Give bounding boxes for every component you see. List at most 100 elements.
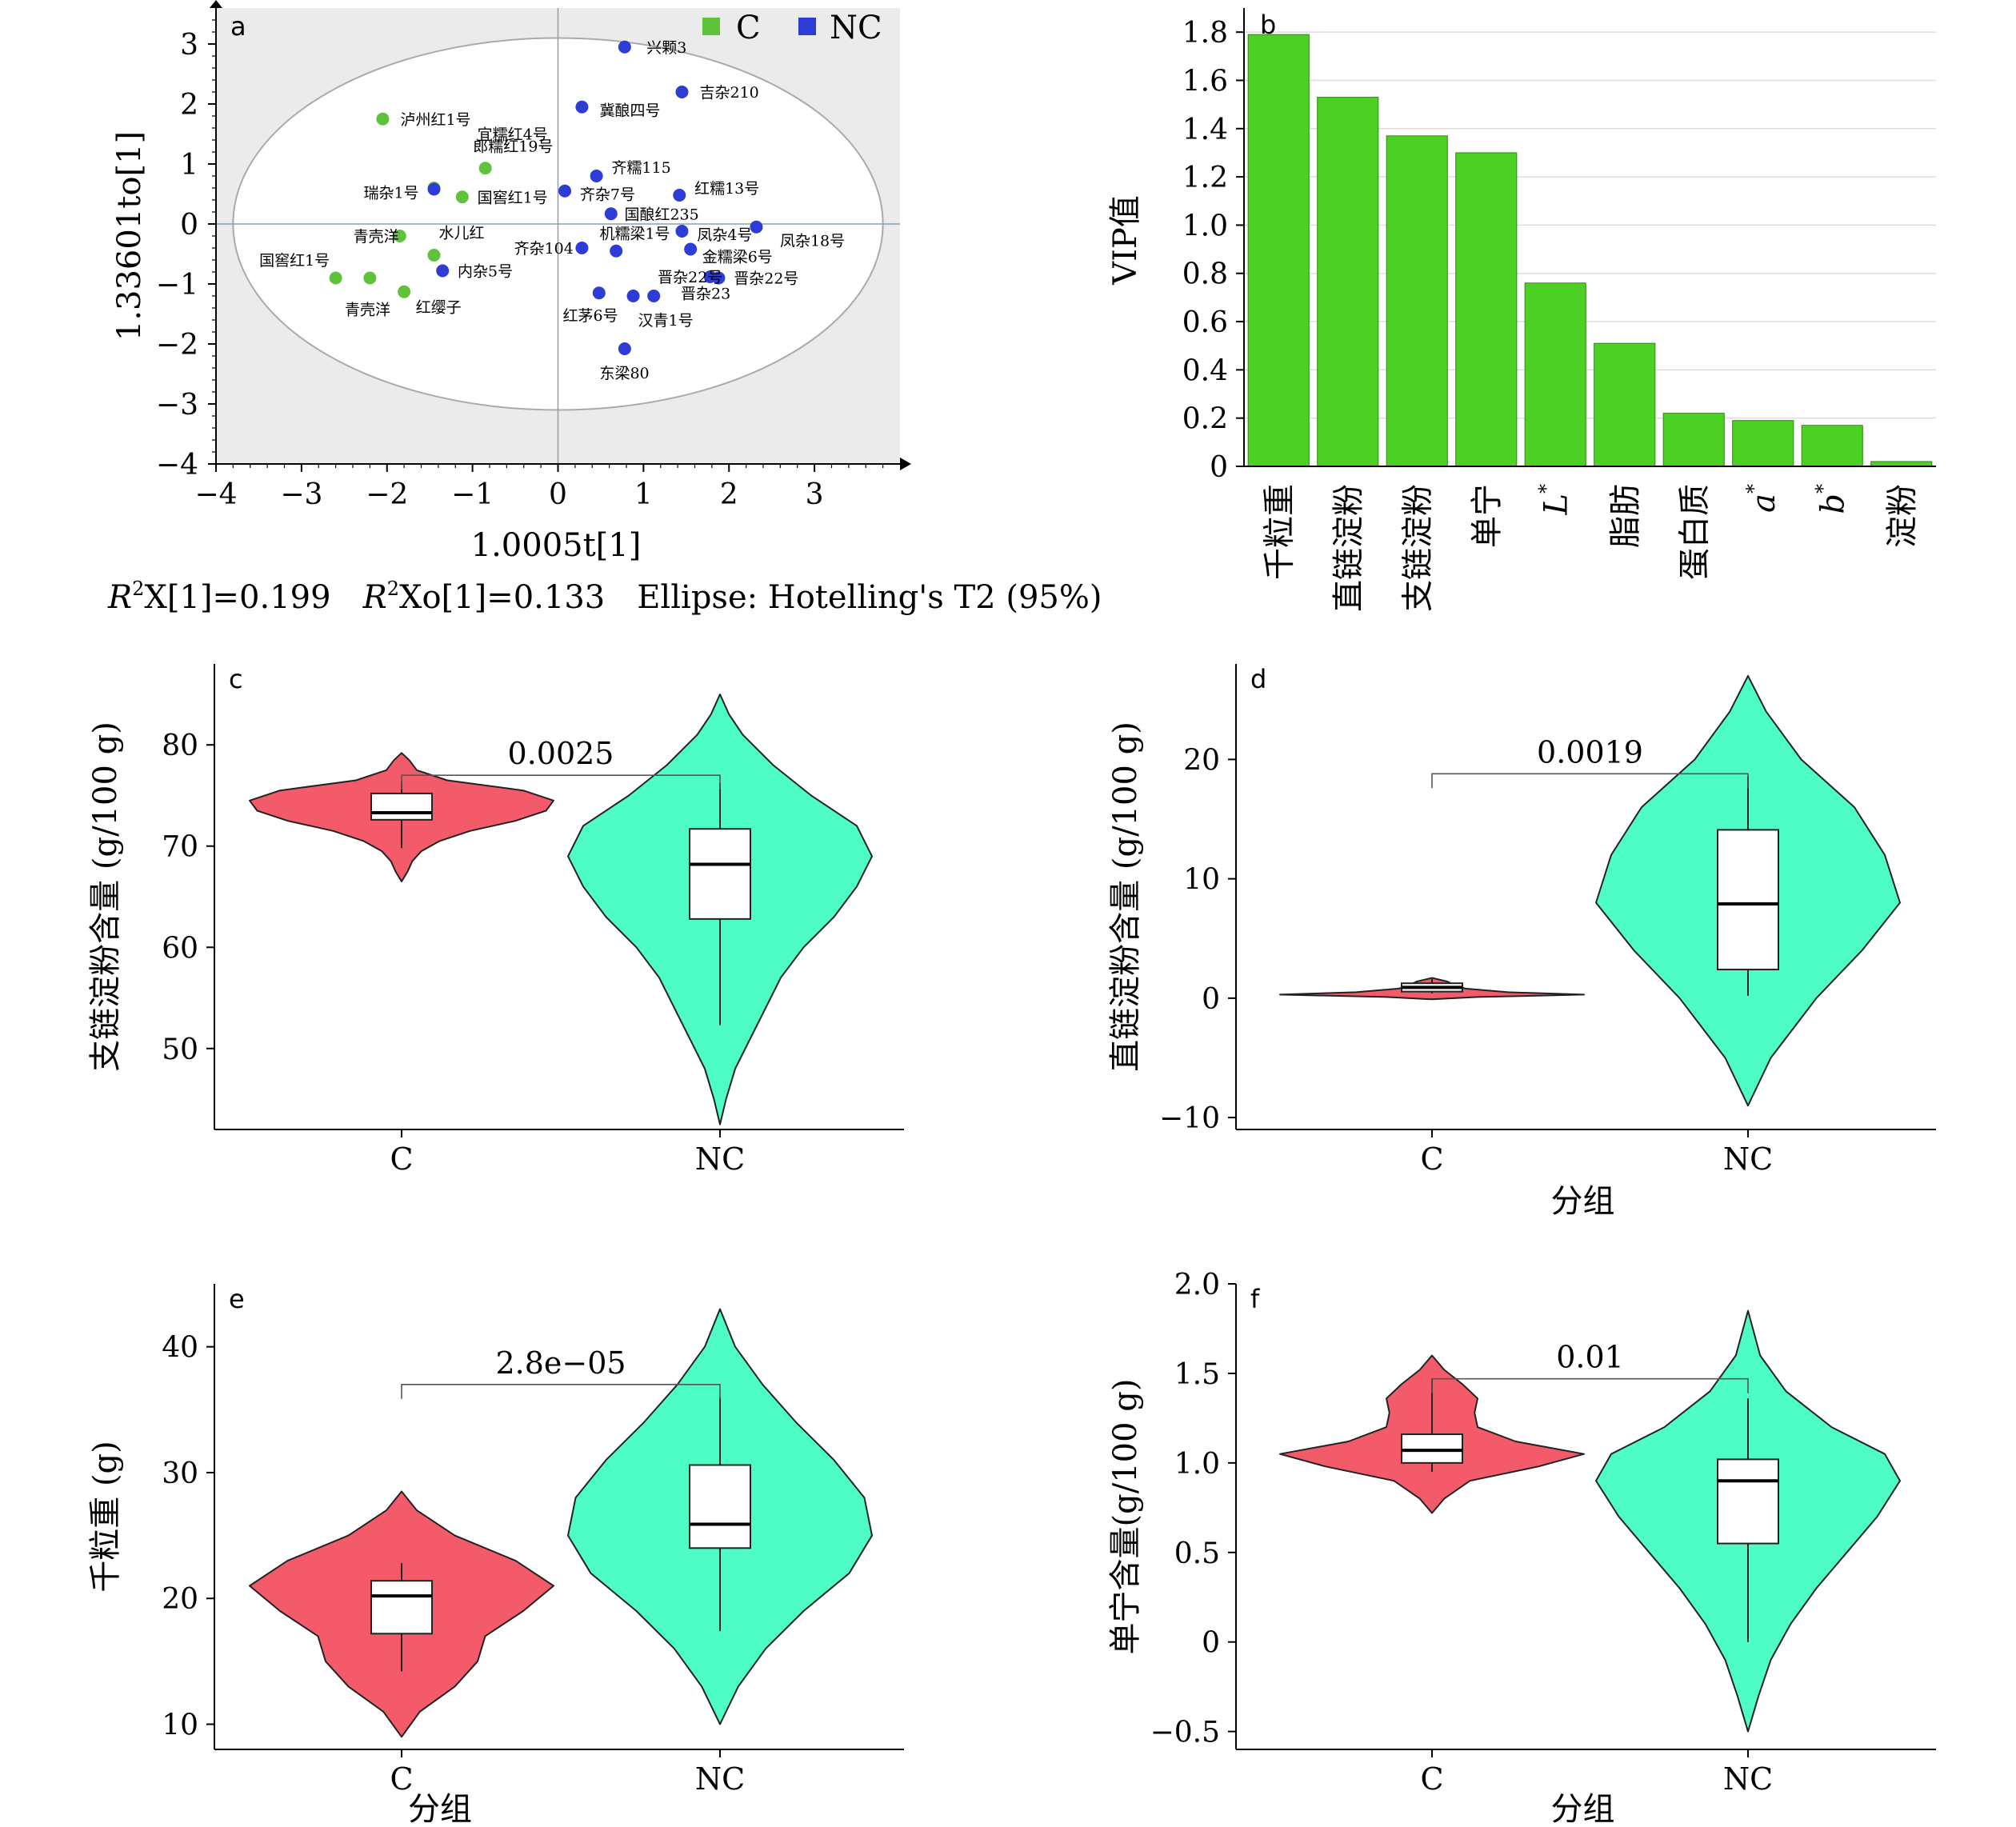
x-tick-label: C [1420, 1761, 1443, 1797]
x-tick-label: 0 [549, 478, 567, 511]
scatter-point-nc [618, 40, 631, 54]
significance-bracket [1431, 1377, 1749, 1393]
y-tick-label: 70 [162, 831, 198, 864]
y-tick-label: 3 [180, 29, 198, 62]
point-label: 内杂5号 [458, 263, 513, 281]
panel-e-violin: 10 20 30 40 C NC 2.8e−05 e 千粒重 (g) 分组 [87, 1284, 904, 1827]
y-tick-label: 1.0 [1182, 210, 1228, 242]
x-tick-label: 2 [720, 478, 738, 511]
y-axis-label: 千粒重 (g) [87, 1441, 124, 1593]
scatter-point-nc [712, 271, 726, 285]
scatter-point-nc [626, 290, 640, 302]
bar [1524, 282, 1586, 467]
legend-swatch-nc [798, 18, 816, 35]
significance-bracket [1431, 773, 1749, 789]
scatter-point-c [329, 271, 342, 285]
y-axis-arrow [210, 0, 222, 8]
bar [1386, 135, 1448, 467]
y-tick-label: 0.6 [1182, 306, 1228, 339]
scatter-point-nc [558, 184, 572, 198]
point-label: 金糯梁6号 [702, 249, 773, 266]
point-label: 国酿红235 [624, 206, 698, 223]
y-tick-label: 40 [162, 1332, 198, 1365]
scatter-point-nc [675, 86, 689, 98]
x-tick-label: b* [1811, 484, 1851, 514]
y-tick-label: 0 [1210, 451, 1228, 484]
p-value-label: 0.01 [1556, 1340, 1624, 1375]
y-tick-label: 0.5 [1174, 1537, 1220, 1570]
scatter-point-c [455, 190, 469, 204]
panel-label: a [230, 11, 246, 42]
bar [1801, 425, 1863, 467]
x-tick-label: 千粒重 [1261, 484, 1298, 580]
y-tick-label: 1.0 [1174, 1448, 1220, 1481]
y-tick-label: 1.6 [1182, 65, 1228, 98]
scatter-point-c [427, 249, 441, 262]
point-label: 齐杂104 [514, 240, 574, 258]
point-label: 郎糯红19号 [473, 138, 553, 156]
scatter-point-nc [604, 207, 618, 221]
panel-d-violin: −10 0 10 20 C NC 0.0019 d 直链淀粉含量 (g/100 g) 分组 [1107, 664, 1936, 1220]
point-label: 兴颗3 [646, 39, 686, 57]
y-tick-label: 10 [162, 1709, 198, 1742]
y-tick-label: 2 [180, 89, 198, 122]
x-tick-label: 单宁 [1469, 484, 1506, 548]
y-tick-label: 1.8 [1182, 17, 1228, 50]
caption-r2x: X[1]=0.199 [144, 579, 330, 616]
box-c [1401, 1433, 1463, 1464]
x-axis-label: 分组 [1551, 1791, 1615, 1827]
bar [1594, 342, 1656, 467]
box-nc [689, 828, 751, 920]
y-axis-label: VIP值 [1107, 195, 1144, 286]
x-tick-label: NC [1723, 1761, 1773, 1797]
y-tick-label: −10 [1159, 1102, 1220, 1135]
scatter-point-nc [675, 225, 689, 238]
x-tick-label: L* [1534, 484, 1574, 516]
point-label: 晋杂22号 [734, 270, 798, 288]
x-tick-label: −4 [194, 478, 237, 511]
panel-a-scatter: −4 −3 −2 −1 0 1 2 3 3 2 1 0 −1 −2 −3 −4 泸州红1号郎糯红19号宜糯红4… [107, 0, 1102, 616]
scatter-point-nc [618, 342, 631, 355]
scatter-point-c [393, 230, 406, 242]
y-tick-label: 1.2 [1182, 162, 1228, 194]
y-tick-label: 30 [162, 1457, 198, 1490]
y-tick-label: 50 [162, 1033, 198, 1066]
y-tick-label: 1.4 [1182, 114, 1228, 146]
significance-bracket [401, 774, 721, 790]
x-tick-label: NC [1723, 1141, 1773, 1177]
y-tick-label: 80 [162, 730, 198, 762]
y-tick-label: 0.4 [1182, 354, 1228, 387]
panel-label: b [1260, 10, 1276, 40]
bar [1732, 420, 1794, 467]
y-tick-label: −0.5 [1150, 1717, 1220, 1749]
x-tick-label: a* [1742, 484, 1782, 513]
y-tick-label: −2 [156, 329, 198, 362]
point-label: 机糯梁1号 [599, 225, 670, 242]
panel-b-bar: 0 0.2 0.4 0.6 0.8 1.0 1.2 1.4 1.6 1.8 千粒重 直链淀粉 支链淀粉单… [1107, 8, 1936, 612]
point-label: 水儿红 [439, 225, 485, 242]
bar [1455, 152, 1518, 467]
box-c [370, 1580, 433, 1635]
y-axis-label: 直链淀粉含量 (g/100 g) [1107, 722, 1144, 1072]
point-label: 国窖红1号 [478, 189, 548, 206]
point-label: 凤杂4号 [697, 226, 752, 244]
caption-r2xo: Xo[1]=0.133 [399, 579, 605, 616]
x-tick-label: −3 [280, 478, 322, 511]
x-tick-label: C [390, 1761, 413, 1797]
x-tick-label: 脂肪 [1607, 484, 1644, 548]
y-tick-label: 0 [1202, 983, 1220, 1016]
p-value-label: 0.0025 [508, 736, 614, 771]
x-tick-label: 3 [806, 478, 824, 511]
scatter-point-c [376, 112, 390, 126]
point-label: 齐糯115 [611, 159, 670, 177]
point-label: 泸州红1号 [400, 111, 470, 129]
y-tick-label: −4 [156, 449, 198, 482]
scatter-point-c [478, 162, 492, 175]
box-nc [1717, 829, 1779, 971]
point-label: 青壳洋 [345, 302, 390, 319]
x-tick-label: 支链淀粉 [1399, 484, 1436, 612]
panel-label: d [1250, 664, 1266, 694]
scatter-point-nc [590, 170, 603, 182]
scatter-point-nc [575, 242, 589, 254]
box-nc [689, 1464, 751, 1549]
